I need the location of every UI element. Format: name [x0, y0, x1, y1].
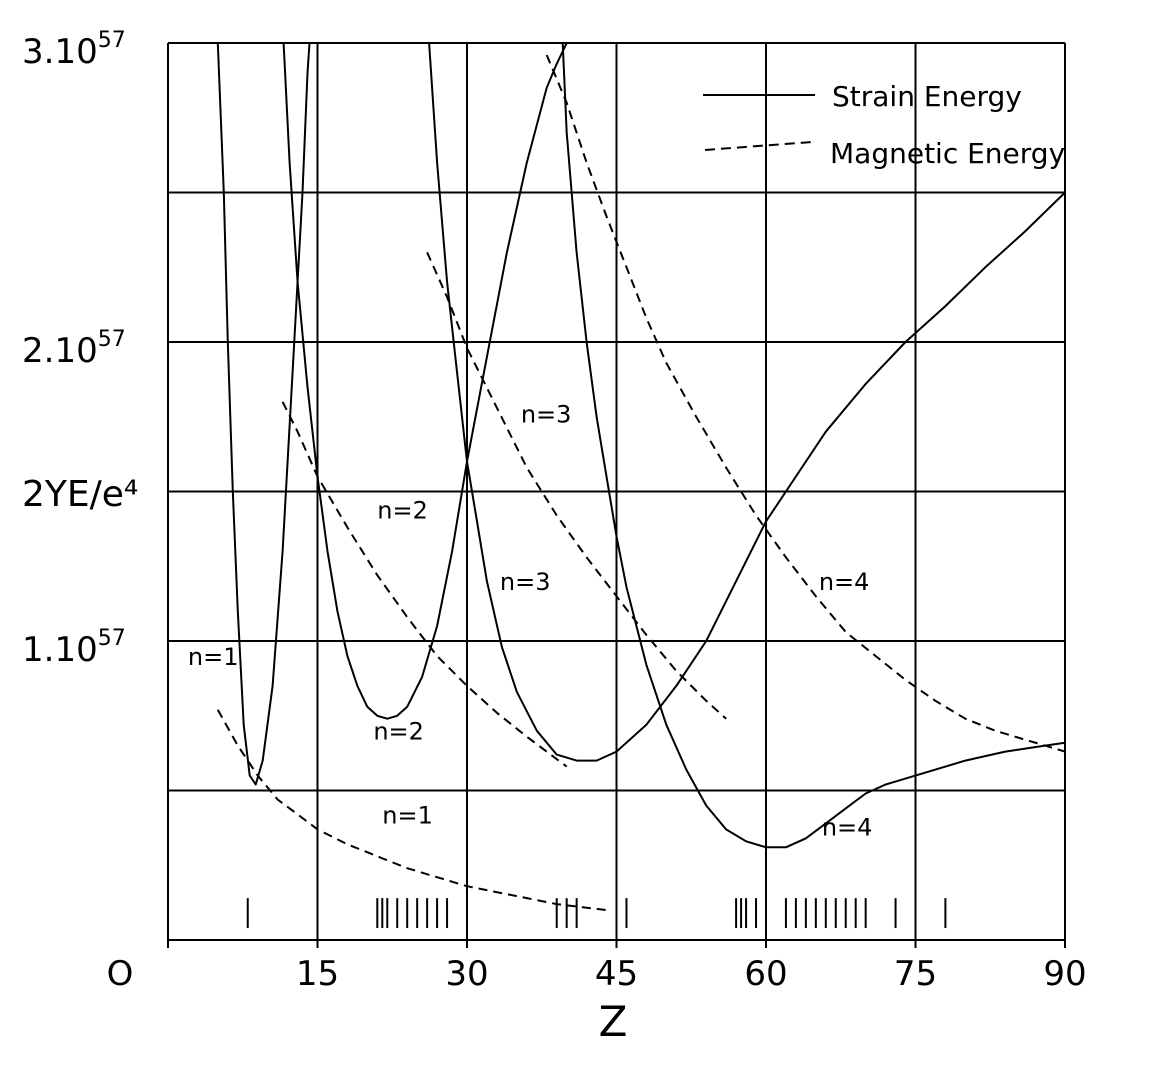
y-tick-exponent: 57 — [98, 626, 126, 651]
magnetic-energy-line-n3 — [426, 251, 727, 720]
strain-energy-line-n3 — [428, 42, 1066, 762]
curve-label: n=2 — [373, 718, 424, 746]
x-tick-label: O — [107, 954, 134, 994]
curve-label: n=1 — [188, 643, 239, 671]
magnetic-energy-line-n2 — [281, 401, 568, 768]
strain-energy-line-n1 — [216, 42, 311, 786]
curve-label: n=4 — [822, 813, 873, 841]
y-tick-label: 1.1057 — [22, 626, 126, 670]
curve-label: n=3 — [500, 568, 551, 596]
curve-label: n=2 — [377, 496, 428, 524]
x-tick-labels: O 15 30 45 60 75 90 — [107, 954, 1087, 994]
x-tick-label: 30 — [445, 954, 488, 994]
curve-labels: n=1 n=1 n=2 n=2 n=3 n=3 n=4 n=4 — [188, 401, 872, 842]
grid — [167, 42, 1066, 948]
y-tick-exponent: 57 — [98, 327, 126, 352]
x-axis-label: Z — [599, 997, 628, 1046]
legend-magnetic-label: Magnetic Energy — [830, 137, 1065, 170]
y-tick-labels: 1.1057 2.1057 3.1057 — [22, 28, 126, 670]
strain-energy-line-n4 — [561, 42, 1066, 849]
legend: Strain Energy Magnetic Energy — [703, 80, 1065, 170]
curve-label: n=3 — [521, 401, 572, 429]
z-markers — [246, 898, 947, 929]
legend-strain-label: Strain Energy — [832, 80, 1022, 113]
x-tick-label: 15 — [296, 954, 339, 994]
strain-energy-line-n2 — [282, 42, 568, 720]
x-tick-label: 45 — [595, 954, 638, 994]
x-tick-label: 75 — [894, 954, 937, 994]
curve-label: n=4 — [819, 568, 870, 596]
magnetic-energy-line-n4 — [545, 54, 1066, 753]
curve-label: n=1 — [382, 801, 433, 829]
magnetic-energy-line-n1 — [216, 709, 607, 912]
x-tick-label: 90 — [1043, 954, 1086, 994]
y-axis-label: 2YE/e⁴ — [22, 474, 138, 515]
legend-magnetic-line — [704, 141, 813, 151]
y-tick-label: 3.1057 — [22, 28, 126, 72]
y-tick-label: 2.1057 — [22, 327, 126, 371]
series-group — [216, 42, 1066, 912]
y-tick-exponent: 57 — [98, 28, 126, 53]
x-tick-label: 60 — [744, 954, 787, 994]
